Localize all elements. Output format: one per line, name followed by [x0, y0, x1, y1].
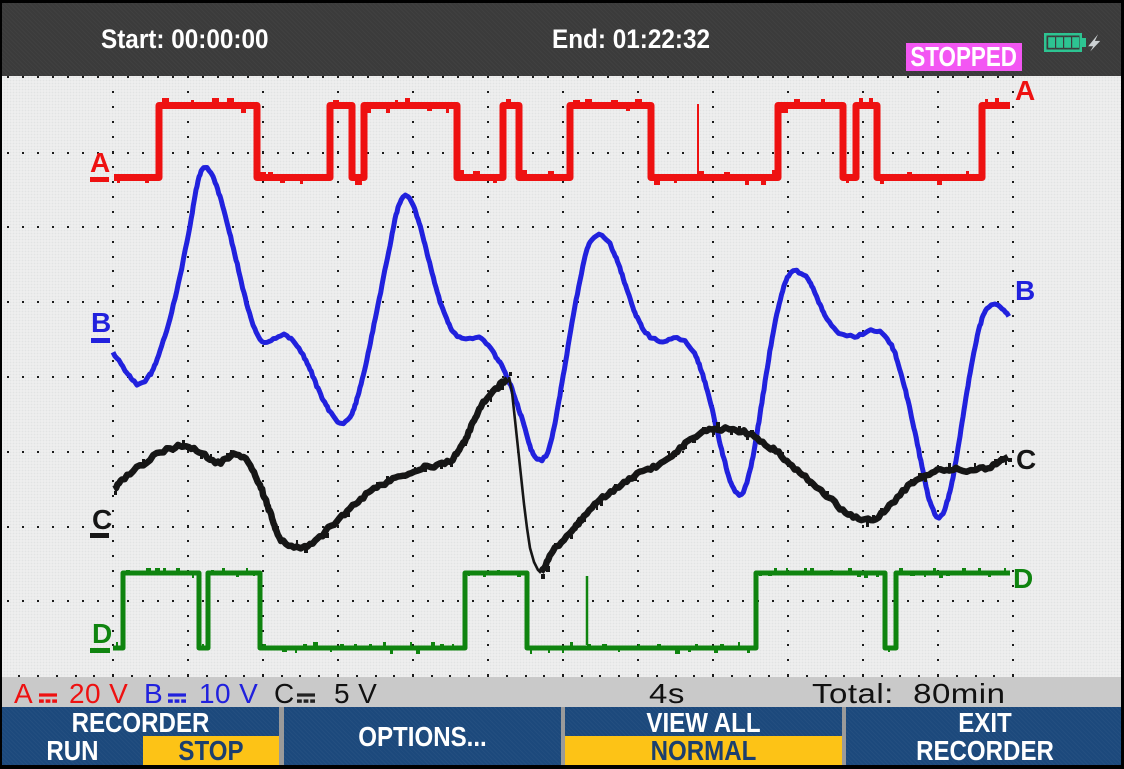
svg-text:B: B	[91, 307, 111, 338]
svg-text:A: A	[90, 147, 110, 178]
svg-text:D: D	[1013, 563, 1033, 594]
svg-text:C: C	[92, 504, 112, 535]
svg-text:A: A	[1015, 76, 1035, 106]
svg-text:C: C	[1016, 444, 1036, 475]
svg-text:D: D	[92, 618, 112, 649]
svg-text:B: B	[1015, 275, 1035, 306]
